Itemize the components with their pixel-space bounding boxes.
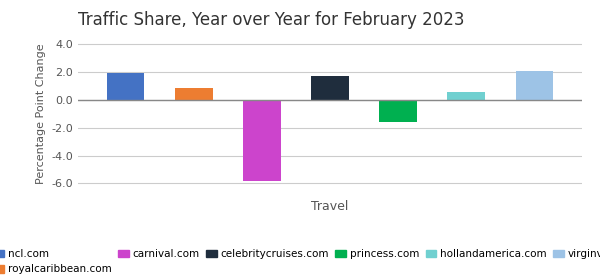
Bar (243, 100, 281, 181)
Bar (448, 92, 485, 100)
Y-axis label: Percentage Point Change: Percentage Point Change (36, 44, 46, 184)
Legend: ncl.com, royalcaribbean.com, carnival.com, celebritycruises.com, princess.com, h: ncl.com, royalcaribbean.com, carnival.co… (0, 245, 600, 278)
Bar (107, 73, 145, 100)
Bar (515, 71, 553, 100)
Bar (175, 88, 212, 100)
X-axis label: Travel: Travel (311, 200, 349, 213)
Text: Traffic Share, Year over Year for February 2023: Traffic Share, Year over Year for Februa… (78, 11, 464, 29)
Bar (379, 100, 417, 122)
Bar (311, 76, 349, 100)
